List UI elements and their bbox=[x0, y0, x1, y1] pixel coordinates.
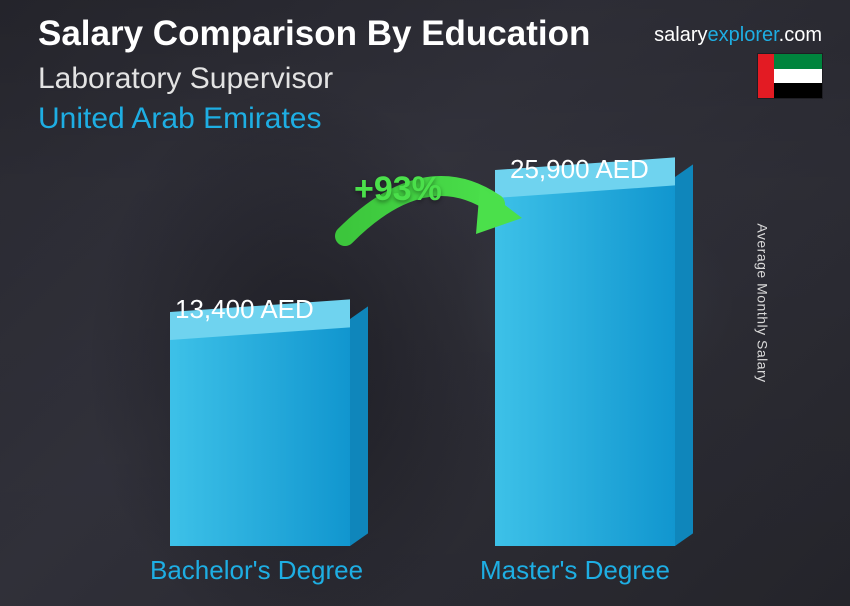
category-label-masters: Master's Degree bbox=[480, 555, 670, 586]
country-name: United Arab Emirates bbox=[38, 102, 321, 136]
flag-stripes bbox=[774, 54, 822, 98]
brand-part-b: explorer bbox=[708, 24, 779, 46]
bar-front bbox=[170, 326, 350, 546]
bar-bachelors bbox=[170, 326, 350, 546]
flag-white-stripe bbox=[774, 69, 822, 84]
bar-side bbox=[675, 164, 693, 546]
job-title: Laboratory Supervisor bbox=[38, 62, 333, 96]
infographic-container: Salary Comparison By Education Laborator… bbox=[0, 0, 850, 606]
brand-part-a: salary bbox=[654, 24, 707, 46]
flag-red-bar bbox=[758, 54, 774, 98]
page-title: Salary Comparison By Education bbox=[38, 14, 590, 54]
brand-part-c: .com bbox=[779, 24, 822, 46]
bar-chart: 13,400 AED Bachelor's Degree 25,900 AED … bbox=[0, 136, 850, 606]
value-label-bachelors: 13,400 AED bbox=[175, 294, 314, 325]
flag-green-stripe bbox=[774, 54, 822, 69]
flag-black-stripe bbox=[774, 83, 822, 98]
brand-link[interactable]: salaryexplorer.com bbox=[654, 24, 822, 47]
category-label-bachelors: Bachelor's Degree bbox=[150, 555, 363, 586]
uae-flag-icon bbox=[758, 54, 822, 98]
percentage-increase: +93% bbox=[354, 170, 442, 209]
bar-side bbox=[350, 306, 368, 546]
